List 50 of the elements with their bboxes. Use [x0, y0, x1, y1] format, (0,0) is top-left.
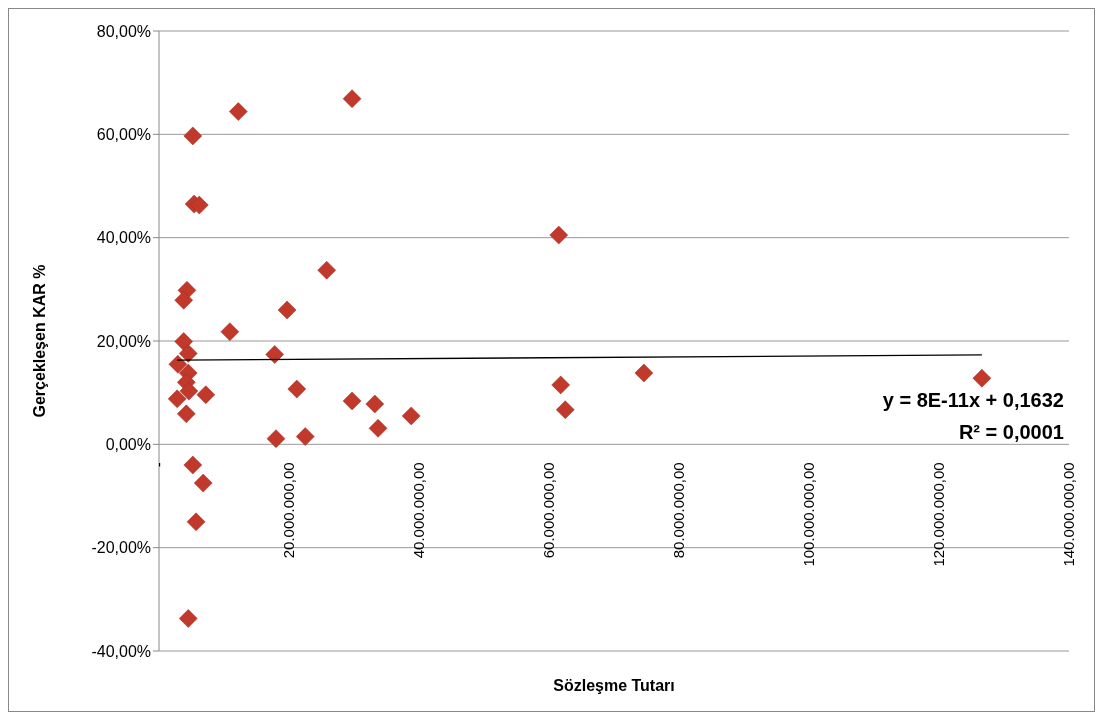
point [183, 126, 203, 146]
point [168, 355, 188, 374]
point [296, 427, 315, 446]
point [265, 345, 284, 364]
point [634, 363, 654, 383]
point [183, 455, 203, 475]
point [220, 322, 240, 341]
y-tick-label: 0,00% [105, 436, 151, 454]
point [193, 473, 213, 493]
point [266, 429, 286, 448]
point [229, 102, 248, 121]
point [317, 260, 336, 280]
point [287, 379, 307, 399]
x-tick-label: 40.000.000,00 [410, 462, 428, 559]
x-axis-title: Sözleşme Tutarı [553, 677, 675, 694]
y-tick-label: 60,00% [96, 126, 151, 144]
point [342, 391, 362, 411]
point [549, 225, 568, 245]
point [277, 300, 297, 320]
y-axis-title: Gerçekleşen KAR % [30, 264, 48, 418]
point [174, 290, 193, 310]
point [190, 195, 209, 215]
point [556, 400, 575, 419]
annotation: y = 8E-11x + 0,1632 [882, 389, 1064, 412]
point [167, 389, 187, 409]
y-tick-label: 40,00% [96, 229, 151, 247]
x-tick-label: 20.000.000,00 [280, 462, 298, 559]
point [179, 609, 198, 628]
point [551, 375, 570, 395]
y-tick-label: -40,00% [91, 642, 151, 660]
point [972, 368, 992, 388]
point [179, 344, 198, 363]
point [186, 512, 206, 532]
x-tick-label: 120.000.000,00 [930, 462, 948, 567]
point [342, 89, 362, 108]
x-tick-label: - [150, 462, 168, 468]
x-tick-label: 60.000.000,00 [540, 462, 558, 559]
point [365, 394, 385, 414]
x-tick-label: 140.000.000,00 [1060, 462, 1078, 567]
point [179, 381, 199, 401]
point [368, 419, 388, 438]
y-tick-label: 20,00% [96, 332, 151, 350]
point [196, 385, 216, 404]
point [401, 406, 421, 426]
x-tick-label: 80.000.000,00 [670, 462, 688, 559]
y-tick-label: -20,00% [91, 539, 151, 557]
point [177, 404, 196, 424]
x-tick-label: 100.000.000,00 [800, 462, 818, 567]
y-tick-label: 80,00% [96, 22, 151, 40]
annotation: R² = 0,0001 [958, 421, 1064, 444]
